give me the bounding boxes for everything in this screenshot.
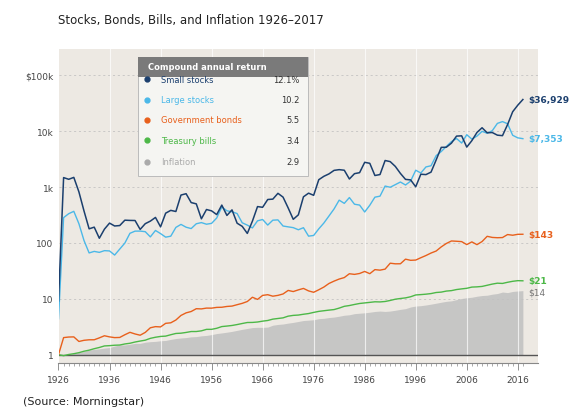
Text: $36,929: $36,929 [528,96,569,105]
Text: (Source: Morningstar): (Source: Morningstar) [23,396,144,406]
Text: $143: $143 [528,230,553,239]
Text: $14: $14 [528,287,545,296]
Text: $7,353: $7,353 [528,135,563,144]
Text: $21: $21 [528,277,547,286]
Text: Stocks, Bonds, Bills, and Inflation 1926–2017: Stocks, Bonds, Bills, and Inflation 1926… [58,14,324,27]
